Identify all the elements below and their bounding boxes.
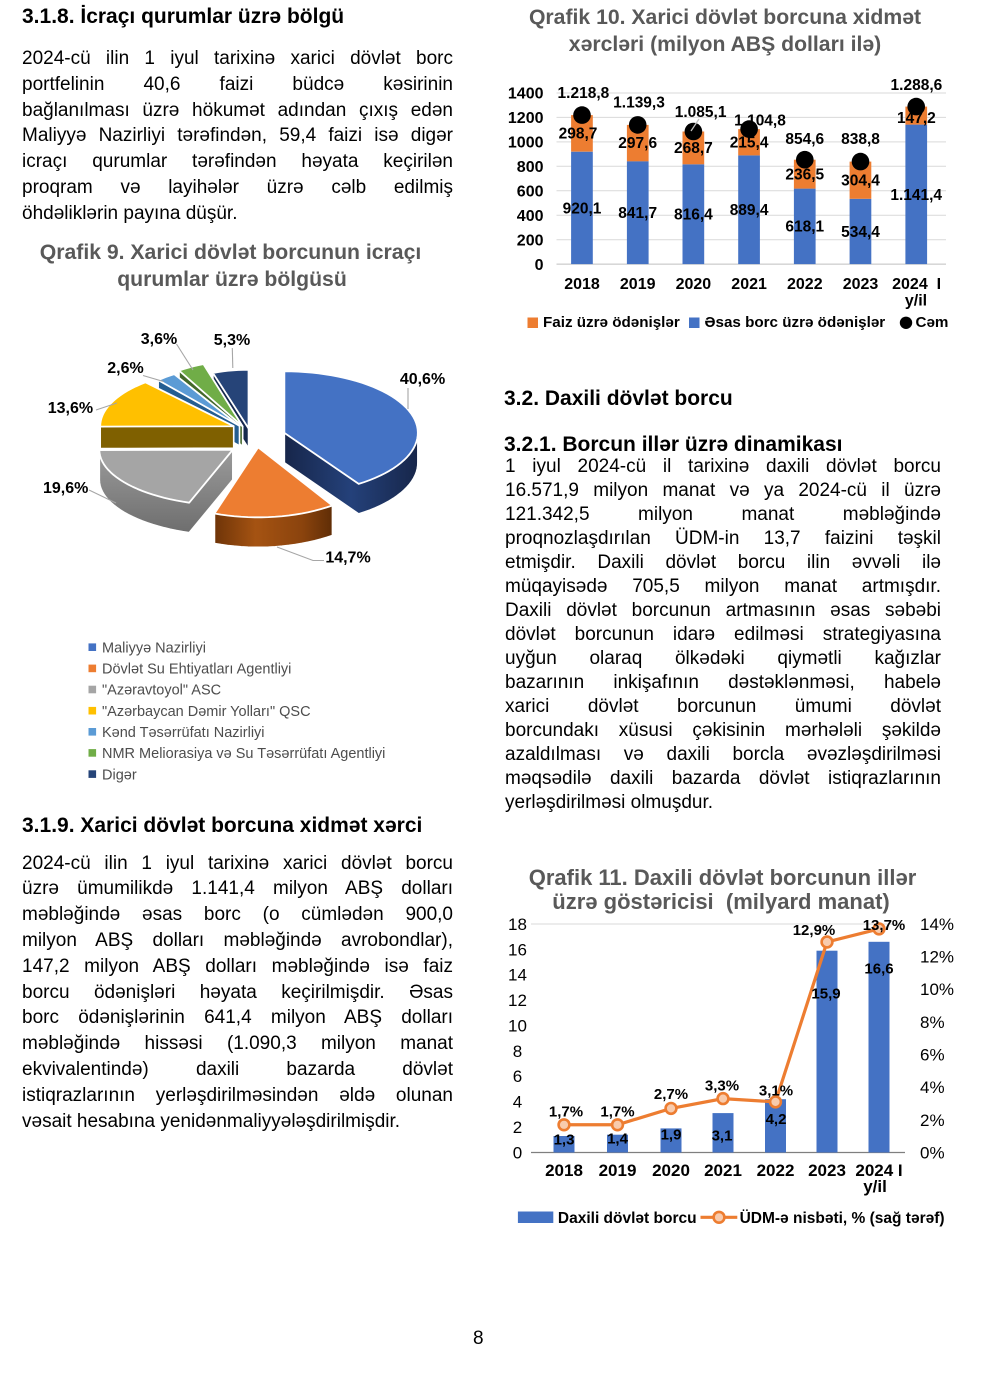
svg-text:12: 12: [508, 991, 527, 1010]
svg-text:3,3%: 3,3%: [705, 1078, 739, 1095]
svg-text:889,4: 889,4: [730, 202, 769, 219]
svg-text:841,7: 841,7: [618, 205, 657, 222]
svg-text:1.288,6: 1.288,6: [891, 77, 943, 94]
svg-text:0: 0: [513, 1143, 522, 1162]
svg-text:2022: 2022: [787, 276, 823, 293]
svg-text:14,7%: 14,7%: [325, 550, 370, 567]
svg-text:2024 I: 2024 I: [892, 276, 941, 293]
svg-text:2019: 2019: [599, 1161, 637, 1180]
svg-text:Əsas borc üzrə ödənişlər: Əsas borc üzrə ödənişlər: [705, 314, 886, 331]
svg-text:40,6%: 40,6%: [400, 371, 445, 388]
svg-text:1,7%: 1,7%: [600, 1104, 634, 1121]
svg-text:15,9: 15,9: [811, 986, 840, 1003]
svg-text:5,3%: 5,3%: [214, 332, 250, 349]
svg-text:298,7: 298,7: [559, 126, 598, 143]
svg-text:215,4: 215,4: [730, 134, 769, 151]
svg-text:4: 4: [513, 1093, 522, 1112]
svg-text:Digər: Digər: [102, 767, 137, 783]
svg-text:13,6%: 13,6%: [48, 400, 93, 417]
svg-text:Daxili dövlət borcu: Daxili dövlət borcu: [558, 1210, 697, 1227]
svg-text:3,1%: 3,1%: [759, 1083, 793, 1100]
svg-text:6: 6: [513, 1067, 522, 1086]
svg-text:236,5: 236,5: [785, 166, 824, 183]
svg-text:Kənd Təsərrüfatı Nazirliyi: Kənd Təsərrüfatı Nazirliyi: [102, 725, 265, 741]
svg-text:618,1: 618,1: [785, 219, 824, 236]
svg-text:147,2: 147,2: [897, 110, 936, 127]
svg-text:14: 14: [508, 966, 527, 985]
svg-text:2023: 2023: [808, 1161, 846, 1180]
svg-text:1.218,8: 1.218,8: [558, 85, 610, 102]
svg-text:6%: 6%: [920, 1046, 945, 1065]
svg-text:10%: 10%: [920, 980, 954, 999]
svg-text:304,4: 304,4: [841, 172, 880, 189]
svg-text:1200: 1200: [508, 110, 544, 127]
svg-text:268,7: 268,7: [674, 140, 713, 157]
svg-text:2023: 2023: [843, 276, 879, 293]
svg-text:3,6%: 3,6%: [141, 331, 177, 348]
svg-text:920,1: 920,1: [563, 200, 602, 217]
svg-text:18: 18: [508, 915, 527, 934]
svg-text:8%: 8%: [920, 1013, 945, 1032]
svg-text:4%: 4%: [920, 1078, 945, 1097]
svg-text:2021: 2021: [704, 1161, 742, 1180]
svg-text:2020: 2020: [652, 1161, 690, 1180]
svg-text:2,6%: 2,6%: [107, 360, 143, 377]
svg-text:2020: 2020: [676, 276, 712, 293]
svg-text:2021: 2021: [731, 276, 767, 293]
svg-text:16: 16: [508, 940, 527, 959]
svg-text:19,6%: 19,6%: [43, 480, 88, 497]
svg-text:0: 0: [535, 257, 544, 274]
svg-text:13,7%: 13,7%: [863, 917, 906, 934]
svg-text:2022: 2022: [757, 1161, 795, 1180]
svg-text:400: 400: [517, 208, 544, 225]
svg-text:1,9: 1,9: [661, 1127, 682, 1144]
svg-text:838,8: 838,8: [841, 131, 880, 148]
svg-text:"Azəravtoyol" ASC: "Azəravtoyol" ASC: [102, 683, 221, 699]
svg-text:1000: 1000: [508, 135, 544, 152]
svg-text:4,2: 4,2: [766, 1111, 787, 1128]
svg-text:1,3: 1,3: [554, 1132, 575, 1149]
svg-text:16,6: 16,6: [864, 961, 893, 978]
svg-text:1.139,3: 1.139,3: [613, 95, 665, 112]
svg-text:NMR Meliorasiya və Su Təsərrüf: NMR Meliorasiya və Su Təsərrüfatı Agentl…: [102, 746, 385, 762]
svg-text:12%: 12%: [920, 948, 954, 967]
svg-text:2,7%: 2,7%: [654, 1086, 688, 1103]
svg-text:"Azərbaycan Dəmir Yolları" QSC: "Azərbaycan Dəmir Yolları" QSC: [102, 704, 311, 720]
svg-text:Cəm: Cəm: [916, 314, 949, 331]
svg-text:534,4: 534,4: [841, 224, 880, 241]
svg-text:854,6: 854,6: [785, 131, 824, 148]
svg-text:1.085,1: 1.085,1: [675, 104, 727, 121]
svg-text:2019: 2019: [620, 276, 656, 293]
svg-text:14%: 14%: [920, 915, 954, 934]
svg-text:1,7%: 1,7%: [549, 1104, 583, 1121]
svg-text:1.104,8: 1.104,8: [734, 113, 786, 130]
svg-text:0%: 0%: [920, 1143, 945, 1162]
svg-text:2%: 2%: [920, 1111, 945, 1130]
svg-text:Maliyyə Nazirliyi: Maliyyə Nazirliyi: [102, 640, 206, 656]
svg-text:800: 800: [517, 159, 544, 176]
svg-text:2: 2: [513, 1118, 522, 1137]
svg-text:8: 8: [513, 1042, 522, 1061]
svg-text:ÜDM-ə nisbəti, % (sağ tərəf): ÜDM-ə nisbəti, % (sağ tərəf): [740, 1210, 945, 1227]
svg-text:3,1: 3,1: [712, 1128, 733, 1145]
svg-text:2018: 2018: [545, 1161, 583, 1180]
svg-text:600: 600: [517, 184, 544, 201]
svg-text:2018: 2018: [564, 276, 600, 293]
svg-text:200: 200: [517, 232, 544, 249]
svg-text:Dövlət Su Ehtiyatları Agentliy: Dövlət Su Ehtiyatları Agentliyi: [102, 662, 291, 678]
svg-text:297,6: 297,6: [618, 135, 657, 152]
svg-text:y/il: y/il: [905, 293, 927, 310]
svg-text:1400: 1400: [508, 86, 544, 103]
svg-text:Faiz üzrə ödənişlər: Faiz üzrə ödənişlər: [543, 314, 680, 331]
svg-text:1,4: 1,4: [607, 1131, 629, 1148]
svg-text:2024 I: 2024 I: [855, 1161, 902, 1180]
svg-text:816,4: 816,4: [674, 207, 713, 224]
svg-text:12,9%: 12,9%: [793, 922, 836, 939]
svg-text:1.141,4: 1.141,4: [890, 187, 942, 204]
svg-text:y/il: y/il: [863, 1177, 887, 1196]
svg-text:10: 10: [508, 1017, 527, 1036]
